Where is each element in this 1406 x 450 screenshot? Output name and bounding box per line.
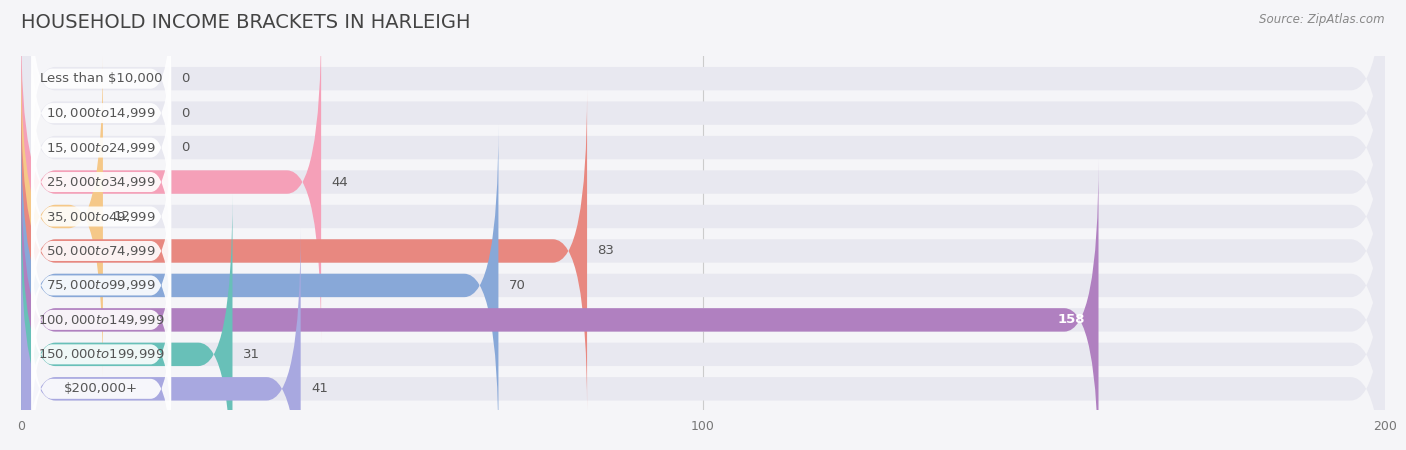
- FancyBboxPatch shape: [21, 228, 301, 450]
- Text: $75,000 to $99,999: $75,000 to $99,999: [46, 279, 156, 292]
- Text: 44: 44: [332, 176, 349, 189]
- Text: 12: 12: [112, 210, 131, 223]
- FancyBboxPatch shape: [31, 20, 172, 207]
- FancyBboxPatch shape: [21, 56, 1385, 377]
- FancyBboxPatch shape: [31, 158, 172, 344]
- FancyBboxPatch shape: [21, 228, 1385, 450]
- FancyBboxPatch shape: [21, 194, 232, 450]
- FancyBboxPatch shape: [21, 0, 1385, 274]
- Text: 0: 0: [181, 107, 190, 120]
- FancyBboxPatch shape: [21, 22, 321, 342]
- FancyBboxPatch shape: [31, 226, 172, 413]
- FancyBboxPatch shape: [31, 123, 172, 310]
- FancyBboxPatch shape: [21, 125, 1385, 446]
- FancyBboxPatch shape: [21, 159, 1385, 450]
- FancyBboxPatch shape: [21, 56, 103, 377]
- Text: 41: 41: [311, 382, 328, 395]
- Text: Less than $10,000: Less than $10,000: [39, 72, 163, 85]
- FancyBboxPatch shape: [21, 194, 1385, 450]
- Text: 0: 0: [181, 141, 190, 154]
- Text: $10,000 to $14,999: $10,000 to $14,999: [46, 106, 156, 120]
- Text: 70: 70: [509, 279, 526, 292]
- Text: $150,000 to $199,999: $150,000 to $199,999: [38, 347, 165, 361]
- Text: Source: ZipAtlas.com: Source: ZipAtlas.com: [1260, 14, 1385, 27]
- Text: HOUSEHOLD INCOME BRACKETS IN HARLEIGH: HOUSEHOLD INCOME BRACKETS IN HARLEIGH: [21, 14, 471, 32]
- FancyBboxPatch shape: [21, 90, 1385, 412]
- FancyBboxPatch shape: [21, 159, 1098, 450]
- Text: 31: 31: [243, 348, 260, 361]
- FancyBboxPatch shape: [21, 0, 1385, 239]
- Text: $25,000 to $34,999: $25,000 to $34,999: [46, 175, 156, 189]
- Text: $35,000 to $49,999: $35,000 to $49,999: [46, 210, 156, 224]
- FancyBboxPatch shape: [21, 90, 588, 412]
- FancyBboxPatch shape: [31, 261, 172, 448]
- Text: $50,000 to $74,999: $50,000 to $74,999: [46, 244, 156, 258]
- Text: 83: 83: [598, 244, 614, 257]
- FancyBboxPatch shape: [21, 125, 499, 446]
- Text: $200,000+: $200,000+: [65, 382, 138, 395]
- FancyBboxPatch shape: [21, 0, 1385, 308]
- FancyBboxPatch shape: [31, 89, 172, 275]
- Text: $15,000 to $24,999: $15,000 to $24,999: [46, 140, 156, 155]
- FancyBboxPatch shape: [21, 22, 1385, 342]
- Text: 158: 158: [1057, 313, 1085, 326]
- FancyBboxPatch shape: [31, 296, 172, 450]
- FancyBboxPatch shape: [31, 54, 172, 241]
- FancyBboxPatch shape: [31, 192, 172, 379]
- Text: $100,000 to $149,999: $100,000 to $149,999: [38, 313, 165, 327]
- Text: 0: 0: [181, 72, 190, 85]
- FancyBboxPatch shape: [31, 0, 172, 172]
